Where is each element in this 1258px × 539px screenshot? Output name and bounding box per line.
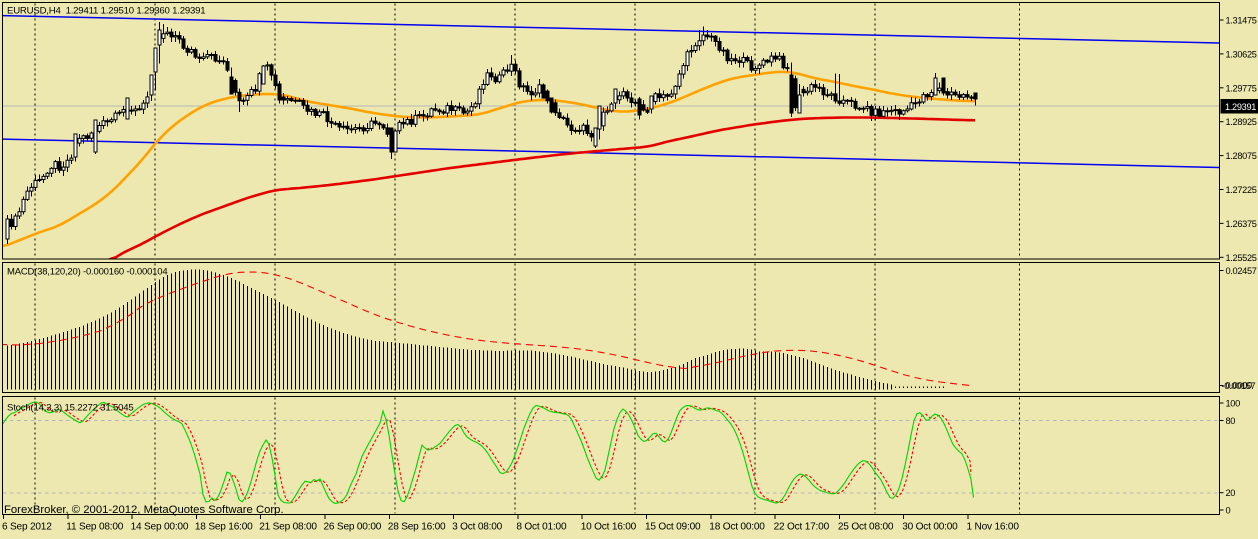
svg-text:3 Oct 08:00: 3 Oct 08:00 (452, 522, 503, 533)
svg-text:30 Oct 00:00: 30 Oct 00:00 (902, 522, 958, 533)
svg-text:-0.00157: -0.00157 (1222, 381, 1256, 391)
svg-text:1.25525: 1.25525 (1226, 253, 1257, 263)
svg-text:1.28925: 1.28925 (1226, 117, 1257, 127)
svg-text:10 Oct 16:00: 10 Oct 16:00 (581, 522, 637, 533)
svg-text:14 Sep 00:00: 14 Sep 00:00 (131, 522, 189, 533)
svg-text:80: 80 (1226, 416, 1236, 426)
svg-text:1.31475: 1.31475 (1226, 16, 1257, 26)
svg-text:1.26375: 1.26375 (1226, 219, 1257, 229)
svg-text:28 Sep 16:00: 28 Sep 16:00 (388, 522, 446, 533)
svg-text:1.29775: 1.29775 (1226, 83, 1257, 93)
svg-text:1.29391: 1.29391 (1225, 102, 1256, 112)
svg-text:25 Oct 08:00: 25 Oct 08:00 (838, 522, 894, 533)
svg-text:22 Oct 17:00: 22 Oct 17:00 (774, 522, 830, 533)
svg-text:6 Sep 2012: 6 Sep 2012 (2, 522, 52, 533)
svg-text:26 Sep 00:00: 26 Sep 00:00 (324, 522, 382, 533)
svg-text:1.30625: 1.30625 (1226, 49, 1257, 59)
svg-text:MACD(38,120,20) -0.000160 -0.0: MACD(38,120,20) -0.000160 -0.000104 (7, 267, 167, 278)
svg-text:0.02457: 0.02457 (1226, 266, 1257, 276)
svg-text:18 Sep 16:00: 18 Sep 16:00 (195, 522, 253, 533)
svg-text:ForexBroker, © 2001-2012, Meta: ForexBroker, © 2001-2012, MetaQuotes Sof… (4, 504, 284, 516)
svg-text:100: 100 (1226, 399, 1241, 409)
svg-text:EURUSD,H4 1.29411 1.29510 1.2: EURUSD,H4 1.29411 1.29510 1.29360 1.2939… (7, 6, 205, 17)
svg-text:1.28075: 1.28075 (1226, 151, 1257, 161)
svg-text:11 Sep 08:00: 11 Sep 08:00 (66, 522, 123, 533)
svg-text:18 Oct 00:00: 18 Oct 00:00 (709, 522, 765, 533)
svg-text:1 Nov 16:00: 1 Nov 16:00 (967, 522, 1020, 533)
svg-text:Stoch(14,3,3) 15.2272 31.5045: Stoch(14,3,3) 15.2272 31.5045 (7, 403, 133, 414)
svg-text:0: 0 (1226, 506, 1231, 516)
svg-text:8 Oct 01:00: 8 Oct 01:00 (516, 522, 567, 533)
svg-text:21 Sep 08:00: 21 Sep 08:00 (259, 522, 317, 533)
svg-text:15 Oct 09:00: 15 Oct 09:00 (645, 522, 701, 533)
svg-text:20: 20 (1226, 488, 1236, 498)
svg-text:1.27225: 1.27225 (1226, 185, 1257, 195)
